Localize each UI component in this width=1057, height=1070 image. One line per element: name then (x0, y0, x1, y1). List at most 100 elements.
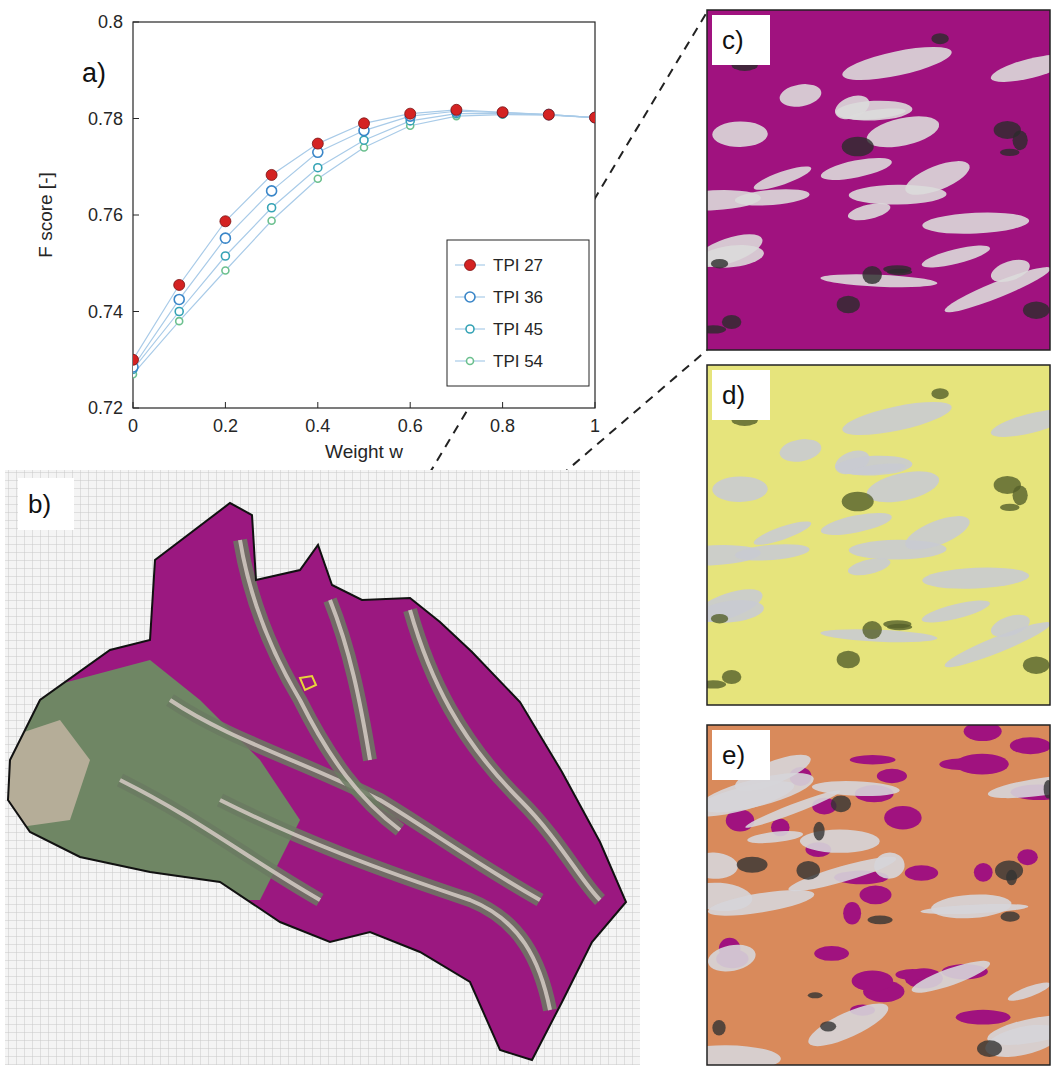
data-point (268, 204, 276, 212)
texture-patch (905, 865, 938, 881)
chart-a: 0.720.740.760.780.800.20.40.60.81Weight … (35, 12, 601, 462)
texture-patch (931, 33, 948, 44)
texture-patch (901, 154, 974, 202)
texture-patch (813, 822, 824, 841)
texture-patch (920, 241, 992, 272)
texture-patch (995, 861, 1023, 881)
texture-patch (707, 242, 765, 271)
legend-marker (466, 325, 474, 333)
legend-label: TPI 54 (493, 352, 543, 371)
texture-patch (1006, 979, 1050, 1004)
y-tick-label: 0.72 (88, 398, 123, 418)
texture-patch (1017, 849, 1037, 865)
x-tick-label: 0.6 (398, 416, 423, 436)
data-point (590, 112, 596, 123)
data-point (175, 308, 183, 316)
valley-streak (330, 600, 370, 760)
texture-patch (895, 969, 930, 980)
texture-patch (1000, 912, 1019, 922)
texture-patch (1013, 130, 1028, 150)
data-point (360, 136, 368, 144)
data-point (497, 107, 508, 118)
image-texture (707, 725, 1050, 1065)
texture-patch (819, 508, 893, 539)
plot-frame (133, 22, 595, 408)
texture-patch (797, 861, 821, 880)
texture-patch (831, 795, 851, 812)
texture-patch (814, 946, 849, 961)
texture-patch (922, 565, 1030, 591)
texture-patch (922, 210, 1030, 236)
texture-patch (707, 680, 726, 688)
image-base (707, 725, 1050, 1065)
x-tick-label: 0.8 (490, 416, 515, 436)
series-line (133, 111, 595, 367)
valley-streak (240, 540, 400, 830)
texture-patch (1000, 149, 1020, 156)
texture-patch (737, 857, 768, 873)
y-tick (133, 22, 139, 23)
x-tick (595, 402, 596, 408)
legend-label: TPI 36 (493, 288, 543, 307)
texture-patch (707, 885, 816, 921)
texture-patch (734, 187, 810, 208)
texture-patch (712, 476, 768, 502)
texture-patch (1044, 780, 1050, 799)
image-base (707, 10, 1050, 350)
data-point (498, 108, 508, 118)
texture-patch (987, 770, 1050, 803)
valley-streak (220, 800, 550, 1010)
x-tick (317, 402, 318, 408)
legend-label: TPI 27 (493, 256, 543, 275)
data-point (314, 164, 322, 172)
data-point (359, 118, 370, 129)
data-point (221, 252, 229, 260)
x-tick (133, 402, 134, 408)
texture-patch (722, 315, 742, 329)
texture-patch (707, 582, 766, 628)
texture-patch (747, 829, 804, 846)
data-point (314, 175, 321, 182)
image-frame (707, 10, 1050, 350)
y-tick (133, 408, 139, 409)
texture-patch (849, 106, 907, 122)
y-tick-label: 0.78 (88, 109, 123, 129)
valley-streak (410, 610, 600, 900)
data-point (544, 110, 554, 120)
y-axis-title: F score [-] (35, 172, 56, 258)
texture-patch (712, 1020, 725, 1035)
data-point (222, 267, 229, 274)
zoom-box (300, 676, 316, 690)
panel-label-box (712, 15, 770, 65)
texture-patch (909, 955, 993, 998)
valley-streak (410, 610, 600, 900)
texture-patch (956, 1010, 1011, 1025)
texture-patch (722, 670, 742, 684)
texture-patch (1013, 485, 1028, 505)
texture-patch (901, 509, 974, 557)
data-point (133, 354, 139, 365)
x-tick (502, 402, 503, 408)
texture-patch (819, 153, 893, 184)
texture-patch (977, 1040, 1002, 1057)
texture-patch (843, 902, 861, 925)
texture-patch (778, 81, 823, 110)
texture-patch (711, 259, 728, 269)
texture-patch (974, 863, 993, 882)
legend-marker (465, 292, 475, 302)
panel-label: c) (722, 25, 744, 55)
texture-patch (711, 614, 728, 624)
texture-patch (803, 996, 893, 1055)
texture-patch (877, 769, 907, 783)
texture-patch (842, 492, 874, 512)
texture-patch (862, 266, 882, 284)
panel-label-box (712, 730, 770, 780)
texture-patch (942, 616, 1050, 673)
x-tick (225, 402, 226, 408)
x-tick-label: 1 (590, 416, 600, 436)
texture-patch (820, 1021, 836, 1031)
panel-b: b) (0, 470, 640, 1070)
texture-patch (989, 404, 1050, 443)
series-line (133, 110, 595, 360)
texture-patch (842, 137, 874, 157)
